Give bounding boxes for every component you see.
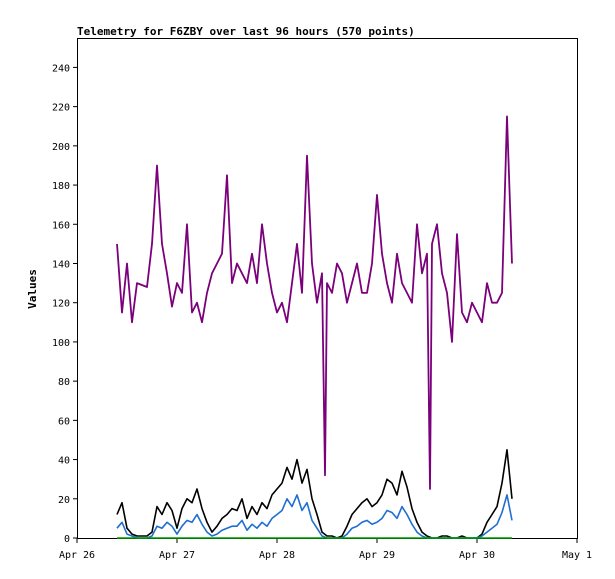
x-tick-label: May 1 [562,550,592,561]
y-tick-label: 240 [52,63,70,74]
x-tick-label: Apr 26 [59,550,95,561]
y-tick-label: 60 [58,416,70,427]
chart-title: Telemetry for F6ZBY over last 96 hours (… [77,25,415,38]
y-tick-label: 180 [52,181,70,192]
x-tick-label: Apr 27 [159,550,195,561]
x-tick-label: Apr 28 [259,550,295,561]
y-tick-label: 40 [58,456,70,467]
y-tick-label: 80 [58,377,70,388]
x-axis: Apr 26 Apr 27 Apr 28 Apr 29 Apr 30 May 1 [59,538,592,561]
y-tick-label: 20 [58,495,70,506]
y-tick-label: 140 [52,259,70,270]
x-tick-label: Apr 30 [459,550,495,561]
series-layer [116,115,513,539]
y-tick-label: 120 [52,299,70,310]
y-tick-label: 0 [64,534,70,545]
y-axis-label: Values [26,269,39,309]
y-axis: 0 20 40 60 80 100 120 140 160 180 200 220 240 [52,63,77,545]
y-tick-label: 200 [52,142,70,153]
series-line-1 [116,115,513,490]
series-line-2 [116,448,513,539]
y-tick-label: 220 [52,103,70,114]
y-tick-label: 100 [52,338,70,349]
x-tick-label: Apr 29 [359,550,395,561]
y-tick-label: 160 [52,220,70,231]
